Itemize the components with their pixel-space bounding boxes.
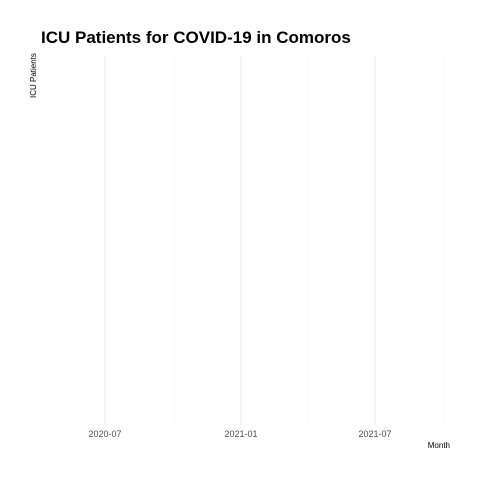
x-tick-label: 2020-07 bbox=[88, 429, 121, 439]
x-tick-labels: 2020-07 2021-01 2021-07 bbox=[88, 429, 391, 439]
chart-title: ICU Patients for COVID-19 in Comoros bbox=[41, 28, 351, 47]
gridlines bbox=[104, 56, 445, 425]
x-tick-label: 2021-01 bbox=[224, 429, 257, 439]
x-axis-label: Month bbox=[428, 441, 450, 450]
x-tick-label: 2021-07 bbox=[358, 429, 391, 439]
y-axis-label: ICU Patients bbox=[29, 53, 38, 98]
